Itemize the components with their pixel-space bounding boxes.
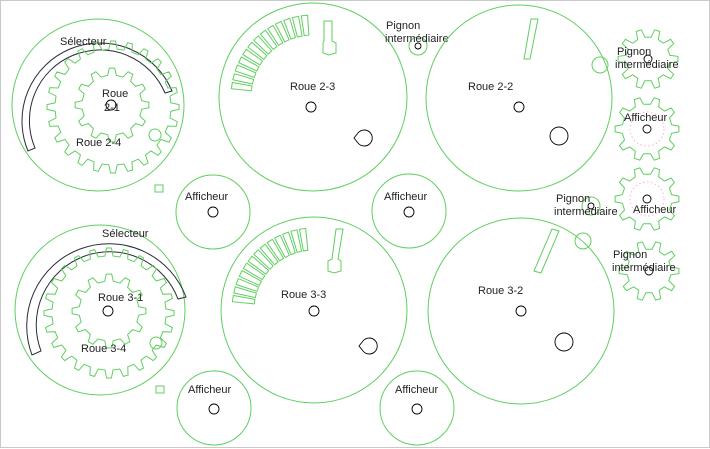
notch-3-2 <box>575 233 591 249</box>
disc-notch-top <box>155 185 163 192</box>
label-roue-2-2: Roue 2-2 <box>468 81 513 93</box>
disc-roue-3-2 <box>428 218 614 404</box>
pin-hole-3-2 <box>555 333 573 351</box>
gear-right-3-outline <box>615 168 679 230</box>
tooth-slots-2-3 <box>231 15 309 91</box>
tooth-slot <box>235 65 256 77</box>
label-pignon-top-b: intermédiaire <box>385 33 449 45</box>
afficheur-left-mid-hole <box>208 207 218 217</box>
disc-roue-3-3 <box>221 217 407 403</box>
axle-hole-3-2 <box>516 306 526 316</box>
slot-3-2 <box>534 229 559 273</box>
label-afficheur-left-mid: Afficheur <box>185 191 229 203</box>
afficheur-left-bottom <box>177 371 251 445</box>
label-afficheur-center-mid: Afficheur <box>384 191 428 203</box>
tooth-slot <box>268 25 283 45</box>
label-selecteur-bottom: Sélecteur <box>102 228 149 240</box>
afficheur-right-mid-hole <box>643 195 651 203</box>
gear-afficheur-right-mid <box>615 168 679 230</box>
tooth-slot <box>236 279 259 292</box>
gear-roue-3-1 <box>72 274 146 348</box>
label-pignon-right-bottom-a: Pignon <box>613 249 647 261</box>
label-roue-3-2: Roue 3-2 <box>478 285 523 297</box>
key-3-3 <box>328 229 343 273</box>
afficheur-center-mid-hole <box>404 207 414 217</box>
pin-hole-2-2 <box>550 127 568 145</box>
pawl-hole-3-3 <box>359 338 377 354</box>
afficheur-center-bottom-hole <box>412 404 422 414</box>
label-pignon-mid-a: Pignon <box>556 193 590 205</box>
axle-hole-3-1 <box>103 306 113 316</box>
afficheur-left-bottom-hole <box>209 404 219 414</box>
key-2-3 <box>323 21 336 55</box>
afficheur-right-top-hole <box>643 125 651 133</box>
label-roue-2-3: Roue 2-3 <box>290 81 335 93</box>
afficheur-center-mid <box>372 174 446 248</box>
pin-3-4 <box>150 337 162 349</box>
tooth-slot <box>243 49 263 65</box>
label-afficheur-left-bottom: Afficheur <box>188 384 232 396</box>
tooth-slot <box>301 15 309 35</box>
label-pignon-right-a: Pignon <box>617 46 651 58</box>
label-roue-3-3: Roue 3-3 <box>281 289 326 301</box>
afficheur-left-mid <box>176 175 250 249</box>
label-selecteur-top: Sélecteur <box>60 36 107 48</box>
tooth-slot <box>276 21 290 42</box>
tooth-slot <box>233 74 254 84</box>
label-pignon-mid-b: intermédiaire <box>554 206 618 218</box>
label-roue-2-4: Roue 2-4 <box>76 137 121 149</box>
gear-afficheur-right-top <box>615 98 679 160</box>
label-pignon-top-a: Pignon <box>386 20 420 32</box>
label-afficheur-center-bottom: Afficheur <box>395 384 439 396</box>
disc-notch-bottom <box>156 386 164 393</box>
tooth-slot <box>283 232 296 255</box>
axle-hole-3-3 <box>309 306 319 316</box>
label-pignon-right-bottom-b: intermédiaire <box>612 262 676 274</box>
slot-2-2 <box>524 19 538 59</box>
label-afficheur-right-top: Afficheur <box>624 112 668 124</box>
gear-right-2-outline <box>615 98 679 160</box>
afficheur-center-bottom <box>380 371 454 445</box>
disc-roue-2-3 <box>219 3 407 191</box>
label-roue-3-1: Roue 3-1 <box>98 292 143 304</box>
pin-2-4 <box>149 129 161 141</box>
label-roue-2-1-b: 2-1 <box>104 102 120 114</box>
gear-3-1-outline <box>72 274 146 348</box>
label-roue-2-1-a: Roue <box>102 88 128 100</box>
label-afficheur-right-mid: Afficheur <box>633 204 677 216</box>
disc-roue-2-2 <box>426 5 612 191</box>
axle-hole-2-2 <box>514 102 524 112</box>
label-roue-3-4: Roue 3-4 <box>81 343 126 355</box>
tooth-slot <box>239 57 259 71</box>
pawl-hole-2-3 <box>354 130 372 146</box>
label-pignon-right-b: intermédiaire <box>615 59 679 71</box>
axle-hole-2-3 <box>306 102 316 112</box>
